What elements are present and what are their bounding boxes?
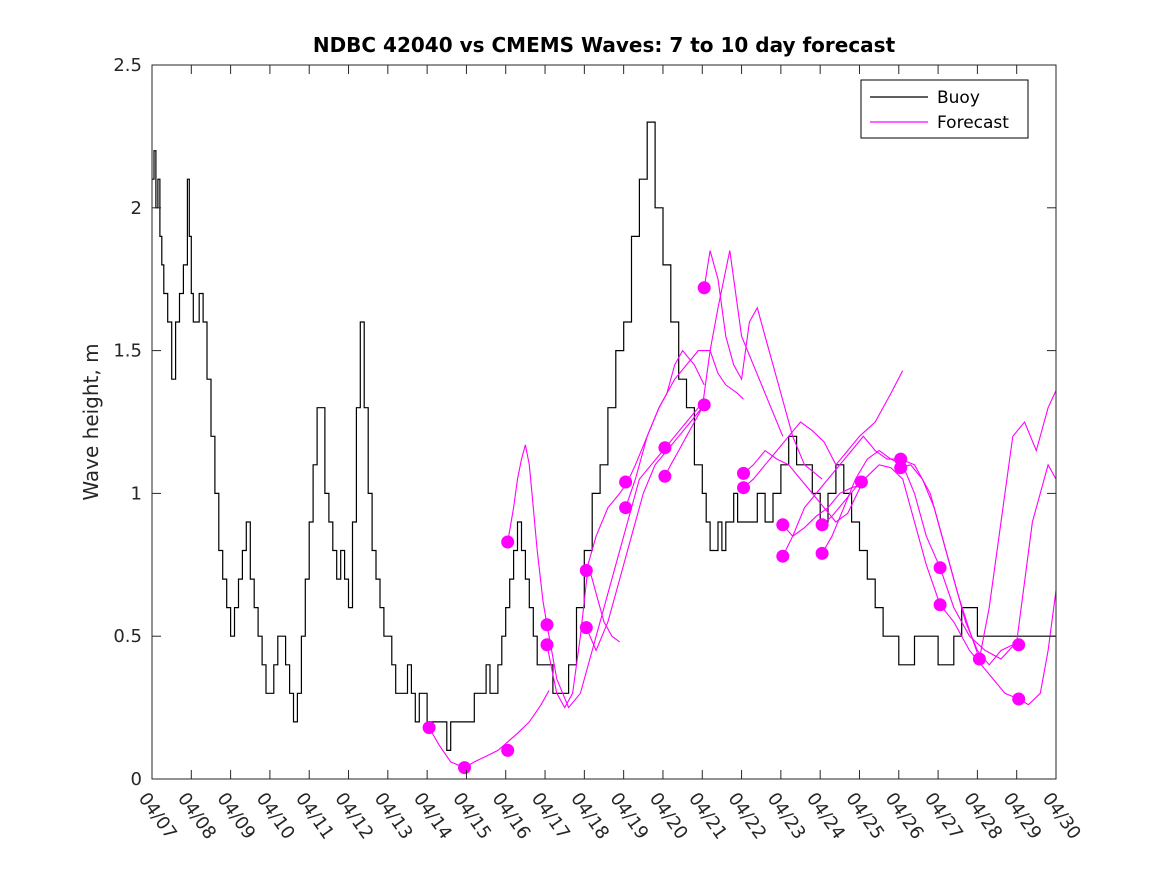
forecast-marker [658,441,672,455]
forecast-marker [619,475,633,489]
forecast-marker [501,535,515,549]
forecast-marker [933,561,947,575]
forecast-line-9 [743,449,862,523]
legend-box [860,79,1029,139]
forecast-marker [658,469,672,483]
y-tick-label: 1.5 [113,341,142,362]
forecast-marker [697,281,711,295]
axes-box [151,64,1057,780]
forecast-marker [501,743,515,757]
forecast-marker [776,549,790,563]
forecast-line-4 [625,350,744,508]
forecast-marker [815,518,829,532]
forecast-marker [458,761,471,775]
y-tick-label: 2 [131,198,142,219]
forecast-marker [737,466,750,480]
forecast-line-6 [703,250,823,480]
forecast-line-20 [939,463,1057,660]
forecast-marker [854,475,868,489]
legend-forecast-label: Forecast [937,113,1009,133]
forecast-marker [1012,638,1026,652]
forecast-line-14 [821,464,941,605]
plot-area [152,65,1056,779]
forecast-marker [815,546,829,560]
forecast-marker [1012,692,1026,706]
forecast-line-19 [1018,590,1057,706]
forecast-line-10 [743,370,904,489]
legend: Buoy Forecast [860,79,1029,139]
forecast-line-7 [546,404,705,709]
forecast-line-0 [428,690,550,769]
legend-buoy-label: Buoy [937,88,980,108]
forecast-marker [619,501,633,515]
marker-layer [422,281,1026,775]
forecast-marker [579,621,593,635]
forecast-marker [540,618,554,632]
forecast-marker [933,598,947,612]
forecast-line-8 [585,404,705,652]
forecast-marker [540,638,554,652]
forecast-marker [776,518,790,532]
y-tick-label: 0.5 [113,626,142,647]
forecast-marker [697,398,711,412]
forecast-line-16 [900,458,1019,666]
y-axis-label: Wave height, m [79,343,103,500]
chart-title: NDBC 42040 vs CMEMS Waves: 7 to 10 day f… [313,33,896,57]
forecast-marker [972,652,986,666]
forecast-marker [579,564,593,577]
series-layer [152,121,1057,769]
forecast-line-18 [978,390,1057,660]
forecast-marker [422,721,436,735]
forecast-line-12 [782,484,862,537]
forecast-line-11 [782,435,901,557]
y-tick-label: 0 [131,769,142,790]
forecast-line-2 [546,564,621,709]
forecast-marker [894,461,908,475]
forecast-line-1 [507,444,548,625]
forecast-line-13 [821,449,941,568]
y-tick-label: 2.5 [113,55,142,76]
y-tick-label: 1 [131,483,142,504]
forecast-marker [737,481,750,495]
axes-layer [151,64,1057,780]
forecast-line-5 [664,250,784,477]
